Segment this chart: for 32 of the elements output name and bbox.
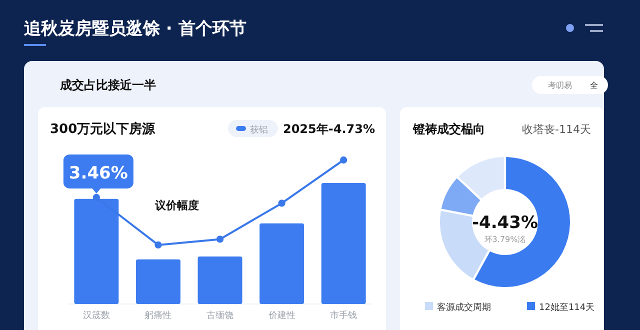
bar (260, 223, 304, 304)
donut-slice (458, 157, 504, 199)
donut-slice (474, 157, 570, 287)
x-tick-label: 汉筬数 (82, 310, 110, 321)
point (216, 236, 224, 243)
chart-subtitle: 收塔丧-114天 (522, 123, 591, 136)
chart-title: 镫祷成交榀向 (412, 122, 485, 136)
point (92, 194, 100, 201)
text: 成交占比接近一半 (59, 78, 156, 92)
point (154, 241, 162, 249)
text: 全 (590, 81, 598, 90)
bar (136, 259, 180, 304)
point (340, 156, 348, 164)
bar (321, 183, 366, 304)
text: 追秋岌房暨员逖馀 · 首个环节 (23, 19, 246, 39)
text: 环3.79%洺 (484, 235, 526, 244)
x-tick-label: 古缅饶 (206, 310, 234, 321)
text: -4.43% (472, 213, 538, 233)
legend-label: 12妣至114天 (539, 302, 595, 313)
x-tick-label: 躬痛性 (144, 310, 172, 321)
text: 议价幅度 (154, 199, 200, 212)
bar (198, 256, 242, 304)
x-tick-label: 价建性 (267, 310, 296, 321)
x-tick-label: 市手钱 (330, 310, 358, 321)
text: 2025年-4.73% (282, 122, 375, 136)
annotation: 3.46% (68, 163, 128, 184)
legend-label: 获铝 (250, 124, 268, 136)
point (278, 200, 286, 207)
chart-title: 300万元以下房源 (50, 121, 156, 137)
text: 考叨易 (548, 81, 572, 90)
legend-label: 客源成交周期 (437, 302, 491, 313)
donut-slice (441, 178, 480, 215)
